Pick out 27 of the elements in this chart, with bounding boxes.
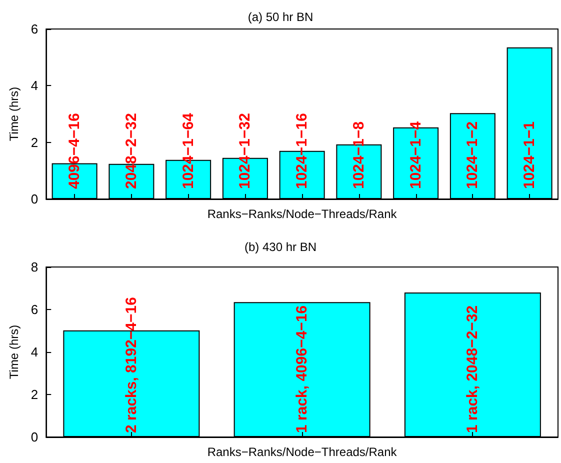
y-axis-title: Time (hrs) (7, 324, 21, 380)
chart-title: (b) 430 hr BN (244, 240, 317, 254)
y-axis-title: Time (hrs) (7, 86, 21, 142)
y-tick-label: 6 (30, 302, 38, 317)
x-tick-label: 4096−4−16 (66, 113, 84, 189)
y-tick-label: 0 (30, 192, 38, 206)
x-tick-label: 1024−1−2 (464, 121, 482, 189)
x-tick-label: 1 rack, 2048−2−32 (464, 305, 482, 433)
x-axis-title: Ranks−Ranks/Node−Threads/Rank (207, 207, 398, 221)
y-tick-label: 2 (30, 387, 38, 402)
x-tick-label: 2048−2−32 (122, 113, 140, 189)
y-tick-label: 6 (30, 22, 38, 36)
x-axis-title: Ranks−Ranks/Node−Threads/Rank (207, 445, 398, 459)
x-tick-label: 1024−1−8 (350, 121, 368, 189)
y-tick-label: 2 (30, 134, 38, 150)
x-tick-label: 1024−1−64 (180, 112, 197, 189)
chart-title: (a) 50 hr BN (248, 10, 314, 24)
x-tick-label: 2 racks, 8192−4−16 (122, 297, 140, 433)
x-tick-label: 1024−1−32 (236, 113, 254, 189)
x-tick-label: 1024−1−4 (407, 120, 424, 189)
x-tick-label: 1 rack, 4096−4−16 (294, 305, 311, 433)
y-tick-label: 4 (30, 78, 38, 94)
y-tick-label: 0 (30, 430, 38, 444)
y-tick-label: 4 (30, 344, 38, 360)
x-tick-label: 1024−1−1 (521, 121, 538, 189)
y-tick-label: 8 (30, 260, 38, 274)
x-tick-label: 1024−1−16 (294, 113, 311, 189)
